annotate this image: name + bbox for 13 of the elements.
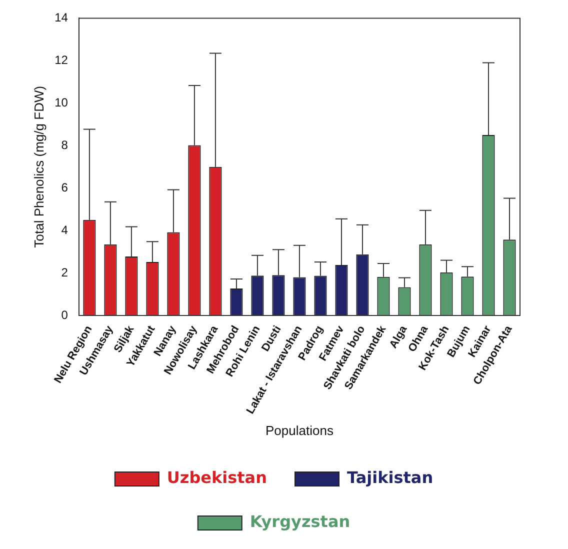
y-axis-title: Total Phenolics (mg/g FDW) bbox=[31, 86, 46, 248]
y-tick-label: 6 bbox=[61, 180, 68, 194]
legend-label: Tajikistan bbox=[346, 468, 434, 488]
y-tick-label: 10 bbox=[54, 95, 68, 110]
x-axis-title: Populations bbox=[265, 422, 334, 438]
y-tick-label: 12 bbox=[54, 52, 68, 67]
legend-label: Uzbekistan bbox=[166, 468, 267, 488]
legend-label: Kyrgyzstan bbox=[250, 512, 350, 532]
y-tick-label: 4 bbox=[61, 222, 68, 237]
y-tick-label: 8 bbox=[61, 138, 68, 152]
y-tick-label: 0 bbox=[61, 308, 68, 322]
y-tick-label: 2 bbox=[61, 265, 68, 280]
y-tick-label: 14 bbox=[54, 10, 68, 25]
